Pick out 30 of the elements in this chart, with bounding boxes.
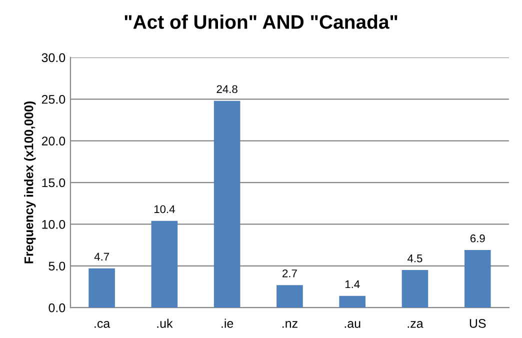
y-tick-label: 10.0 — [42, 220, 66, 229]
y-tick-label: 25.0 — [42, 94, 66, 104]
bar — [464, 250, 491, 308]
x-tick-label: .nz — [282, 321, 298, 328]
y-tick-label: 20.0 — [42, 136, 66, 146]
x-tick-label: .au — [344, 321, 360, 328]
bar — [214, 100, 240, 308]
data-label: 1.4 — [345, 280, 360, 288]
bar — [402, 270, 428, 308]
y-tick-label: 5.0 — [48, 262, 66, 271]
x-tick-label: US — [470, 319, 486, 328]
bar — [339, 296, 366, 308]
data-label: 6.9 — [470, 234, 485, 242]
y-axis-title: Frequency index (x100,000) — [24, 102, 36, 264]
data-label: 2.7 — [282, 269, 297, 278]
bar — [276, 285, 303, 308]
data-label: 4.5 — [408, 254, 422, 262]
chart-title: "Act of Union" AND "Canada" — [124, 14, 398, 29]
data-label: 4.7 — [94, 252, 109, 261]
x-tick-label: .za — [408, 321, 424, 328]
y-tick-label: 30.0 — [42, 53, 66, 62]
y-tick-label: 15.0 — [42, 178, 66, 188]
data-label: 10.4 — [154, 205, 175, 214]
bar — [88, 268, 115, 308]
x-tick-label: .ie — [222, 318, 234, 328]
data-label: 24.8 — [216, 85, 238, 94]
bar — [151, 220, 178, 308]
y-tick-label: 0.0 — [48, 303, 66, 312]
x-tick-label: .uk — [157, 318, 173, 328]
x-tick-label: .ca — [94, 321, 110, 328]
